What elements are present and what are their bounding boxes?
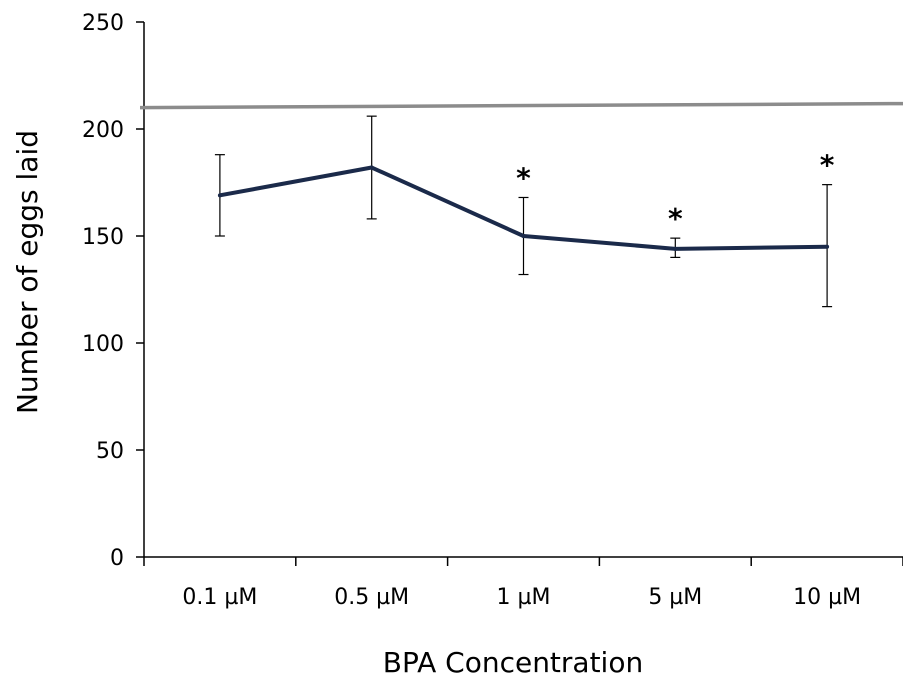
series-line-layer xyxy=(217,165,830,251)
reference-line-layer xyxy=(139,101,903,110)
x-axis-title: BPA Concentration xyxy=(383,646,643,674)
x-tick-label: 0.5 µM xyxy=(334,585,409,610)
significance-marker: * xyxy=(820,149,835,182)
data-point xyxy=(369,165,374,170)
y-tick-label: 200 xyxy=(82,118,124,143)
data-point xyxy=(521,234,526,238)
y-tick-label: 50 xyxy=(96,439,124,464)
error-bar-layer xyxy=(214,115,833,308)
x-tick-label: 1 µM xyxy=(497,585,551,610)
y-tick-label: 250 xyxy=(82,11,124,36)
significance-marker-layer: * * * xyxy=(516,149,835,236)
significance-marker: * xyxy=(516,161,531,194)
x-tick-label: 0.1 µM xyxy=(182,585,257,610)
x-tick-label: 5 µM xyxy=(648,585,702,610)
y-axis: 0 50 100 150 200 250 xyxy=(82,11,145,571)
y-tick-label: 100 xyxy=(82,332,124,357)
x-axis: 0.1 µM 0.5 µM 1 µM 5 µM 10 µM xyxy=(143,556,903,610)
x-tick-label: 10 µM xyxy=(793,585,861,610)
data-point xyxy=(673,246,678,251)
y-tick-label: 0 xyxy=(110,546,124,571)
reference-line xyxy=(139,101,903,110)
y-axis-title: Number of eggs laid xyxy=(11,130,44,414)
data-point xyxy=(217,193,222,198)
significance-marker: * xyxy=(668,202,683,235)
data-point xyxy=(825,244,830,249)
y-tick-label: 150 xyxy=(82,225,124,250)
